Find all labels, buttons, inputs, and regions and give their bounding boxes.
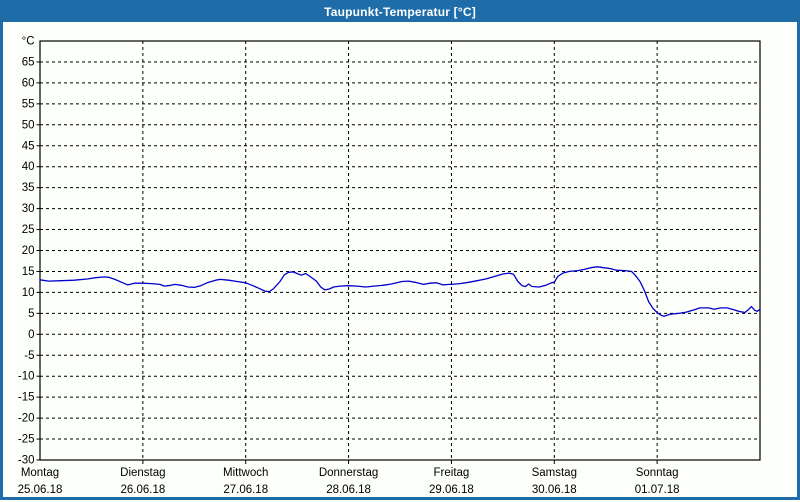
x-axis-date-label: 28.06.18 [326,484,371,496]
title-bar[interactable]: Taupunkt-Temperatur [°C] [2,2,798,22]
y-axis-label: 20 [22,245,35,257]
y-axis-label: 60 [22,77,35,89]
x-axis-day-label: Samstag [532,467,577,479]
y-axis-label: 55 [22,98,35,110]
x-axis-day-label: Dienstag [120,467,165,479]
x-axis-date-label: 27.06.18 [223,484,268,496]
y-axis-label: 30 [22,203,35,215]
x-axis-ticks [142,460,658,464]
x-axis-date-label: 29.06.18 [429,484,474,496]
x-axis-day-label: Freitag [434,467,470,479]
y-axis-label: -15 [18,392,35,404]
x-axis-date-label: 01.07.18 [635,484,680,496]
y-axis-label: 15 [22,266,35,278]
x-axis-day-label: Mittwoch [223,467,268,479]
x-axis-date-label: 30.06.18 [532,484,577,496]
x-axis-date-label: 26.06.18 [120,484,165,496]
x-axis-day-label: Donnerstag [319,467,378,479]
y-axis-unit-label: °C [22,36,35,48]
plot-border [39,40,761,461]
y-axis-label: 50 [22,119,35,131]
x-gridlines [142,41,658,460]
y-axis-label: 0 [28,329,34,341]
y-gridlines [40,61,760,440]
y-axis-label: -10 [18,371,35,383]
y-axis-label: 25 [22,224,35,236]
y-axis-label: 45 [22,140,35,152]
chart-area: 65 60 55 50 45 40 35 30 25 20 15 10 5 0 -5 -10 -15 -20 -25… [3,22,797,497]
data-line [39,266,761,317]
y-axis-label: 65 [22,56,35,68]
y-axis-label: 40 [22,161,35,173]
y-axis-label: 35 [22,182,35,194]
x-axis-labels: Montag 25.06.18 Dienstag 26.06.18 Mittwoch 27… [18,467,680,496]
x-axis-day-label: Montag [21,467,59,479]
chart-canvas: 65605550454035302520151050-5-10-15-20-25… [18,36,761,496]
x-axis-day-label: Sonntag [636,467,679,479]
y-axis-label: -5 [24,350,34,362]
y-axis-label: 5 [28,308,34,320]
y-axis-label: 10 [22,287,35,299]
y-axis-label: -25 [18,434,35,446]
y-axis-labels: 65605550454035302520151050-5-10-15-20-25… [18,36,35,467]
x-axis-date-label: 25.06.18 [18,484,63,496]
window-title: Taupunkt-Temperatur [°C] [324,5,476,19]
y-axis-label: -30 [18,455,35,467]
y-axis-label: -20 [18,413,35,425]
